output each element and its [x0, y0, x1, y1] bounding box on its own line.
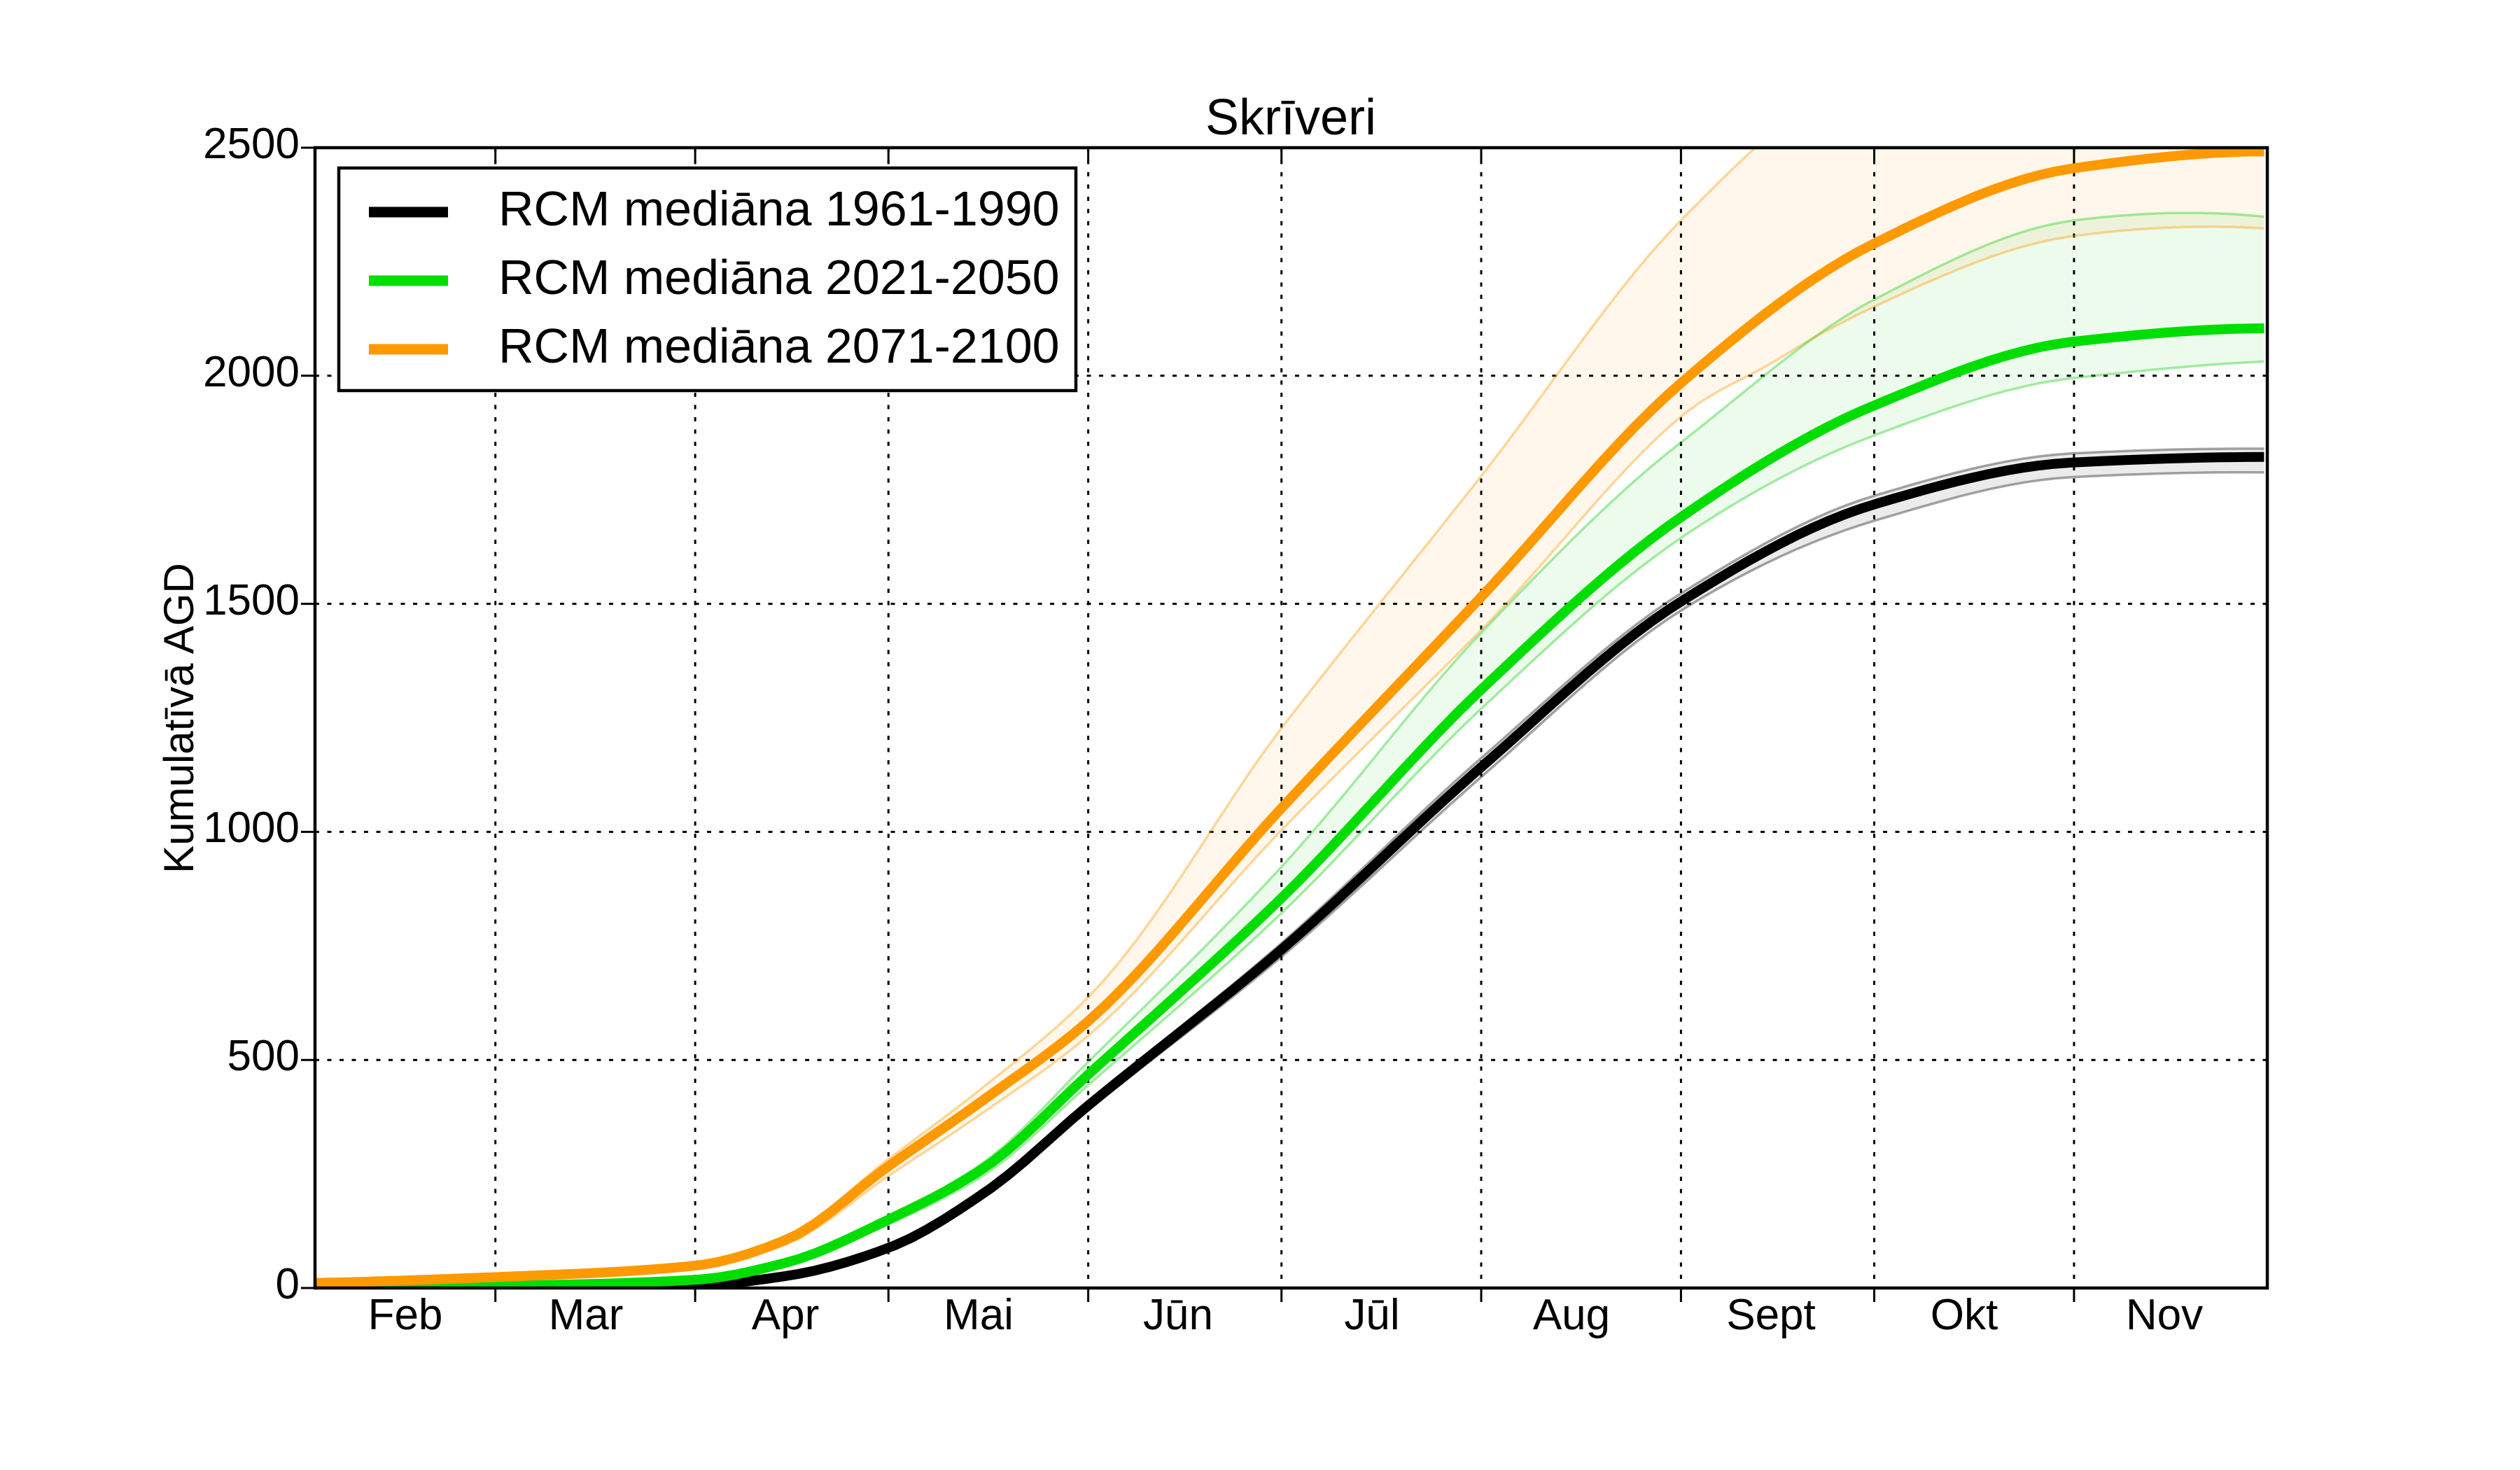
- svg-text:RCM mediāna 1961-1990: RCM mediāna 1961-1990: [498, 181, 1060, 236]
- svg-text:Mai: Mai: [944, 1291, 1014, 1339]
- svg-text:Jūl: Jūl: [1344, 1291, 1399, 1339]
- svg-text:Jūn: Jūn: [1143, 1291, 1213, 1339]
- svg-text:2000: 2000: [203, 348, 300, 396]
- svg-text:Mar: Mar: [549, 1291, 624, 1339]
- svg-text:Kumulatīvā AGD: Kumulatīvā AGD: [155, 563, 202, 874]
- svg-text:RCM mediāna 2021-2050: RCM mediāna 2021-2050: [498, 250, 1060, 304]
- svg-text:Feb: Feb: [368, 1291, 443, 1339]
- svg-text:500: 500: [227, 1032, 300, 1080]
- svg-text:Sept: Sept: [1726, 1291, 1816, 1339]
- svg-text:Nov: Nov: [2126, 1291, 2203, 1339]
- svg-text:Aug: Aug: [1533, 1291, 1610, 1339]
- svg-text:Skrīveri: Skrīveri: [1205, 90, 1376, 146]
- svg-text:Okt: Okt: [1931, 1291, 1998, 1339]
- svg-text:0: 0: [276, 1260, 300, 1308]
- svg-text:Apr: Apr: [752, 1291, 819, 1339]
- svg-text:1500: 1500: [203, 576, 300, 624]
- svg-text:2500: 2500: [203, 120, 300, 168]
- svg-text:RCM mediāna 2071-2100: RCM mediāna 2071-2100: [498, 318, 1060, 373]
- svg-text:1000: 1000: [203, 804, 300, 852]
